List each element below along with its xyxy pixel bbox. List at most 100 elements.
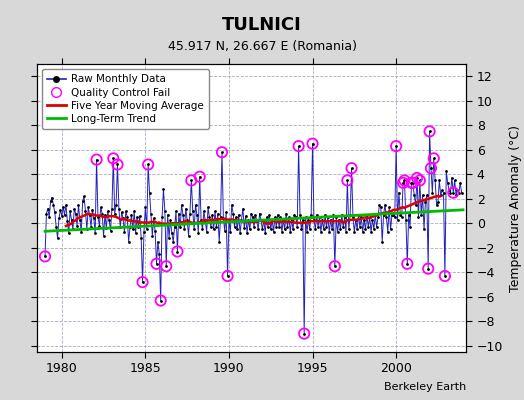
Point [368, 216, 377, 223]
Point [411, 202, 420, 208]
Point [126, 224, 134, 230]
Point [163, 212, 172, 218]
Point [42, 210, 51, 217]
Point [424, 266, 432, 272]
Point [365, 214, 374, 220]
Point [272, 224, 280, 230]
Point [292, 214, 300, 220]
Point [158, 214, 166, 220]
Point [250, 224, 258, 230]
Point [168, 230, 176, 236]
Point [416, 177, 424, 184]
Point [63, 218, 71, 224]
Point [48, 194, 56, 201]
Point [358, 229, 367, 235]
Point [253, 218, 261, 224]
Point [373, 224, 381, 230]
Point [218, 149, 226, 156]
Point [349, 214, 357, 220]
Point [385, 204, 394, 210]
Point [263, 214, 271, 220]
Point [435, 177, 443, 184]
Point [53, 235, 62, 241]
Point [424, 266, 432, 272]
Point [205, 214, 214, 220]
Point [115, 206, 123, 212]
Point [190, 226, 198, 233]
Point [427, 165, 435, 171]
Point [285, 214, 293, 220]
Point [267, 226, 275, 233]
Point [294, 143, 303, 149]
Point [130, 208, 138, 214]
Point [326, 216, 335, 223]
Point [399, 180, 407, 186]
Point [367, 229, 375, 235]
Point [382, 214, 390, 220]
Point [222, 209, 231, 216]
Point [64, 230, 73, 236]
Point [211, 208, 219, 214]
Point [363, 212, 371, 218]
Point [347, 165, 356, 171]
Point [216, 214, 225, 220]
Point [210, 226, 218, 233]
Point [173, 248, 182, 255]
Point [301, 214, 310, 220]
Point [223, 273, 232, 279]
Point [403, 260, 411, 267]
Point [286, 229, 294, 235]
Point [399, 180, 407, 186]
Point [157, 297, 165, 304]
Point [413, 175, 421, 181]
Point [271, 214, 279, 220]
Point [457, 190, 466, 196]
Point [148, 232, 157, 239]
Point [138, 279, 147, 285]
Point [264, 224, 272, 230]
Point [407, 180, 416, 186]
Point [206, 224, 215, 230]
Point [170, 224, 179, 230]
Point [67, 216, 75, 223]
Point [335, 216, 343, 223]
Point [169, 238, 178, 245]
Point [204, 204, 212, 210]
Text: 45.917 N, 26.667 E (Romania): 45.917 N, 26.667 E (Romania) [168, 40, 356, 53]
Point [255, 210, 264, 217]
Point [80, 193, 88, 200]
Point [455, 190, 463, 196]
Point [215, 238, 223, 245]
Point [310, 216, 318, 223]
Point [442, 168, 451, 174]
Point [122, 208, 130, 214]
Point [157, 297, 165, 304]
Point [143, 226, 151, 233]
Point [185, 210, 194, 217]
Point [343, 177, 352, 184]
Point [416, 177, 424, 184]
Point [244, 216, 253, 223]
Point [43, 206, 52, 212]
Point [337, 212, 346, 218]
Point [254, 226, 263, 233]
Point [133, 214, 141, 220]
Point [56, 207, 64, 213]
Point [303, 229, 311, 235]
Text: TULNICI: TULNICI [222, 16, 302, 34]
Point [434, 199, 442, 206]
Point [240, 225, 248, 232]
Point [431, 177, 439, 184]
Point [280, 226, 289, 233]
Point [174, 210, 183, 217]
Point [386, 226, 395, 233]
Point [452, 192, 460, 198]
Point [41, 253, 49, 260]
Point [251, 212, 259, 218]
Point [111, 210, 119, 217]
Point [108, 206, 116, 212]
Point [329, 212, 337, 218]
Point [184, 232, 193, 239]
Point [225, 216, 233, 223]
Point [322, 224, 331, 230]
